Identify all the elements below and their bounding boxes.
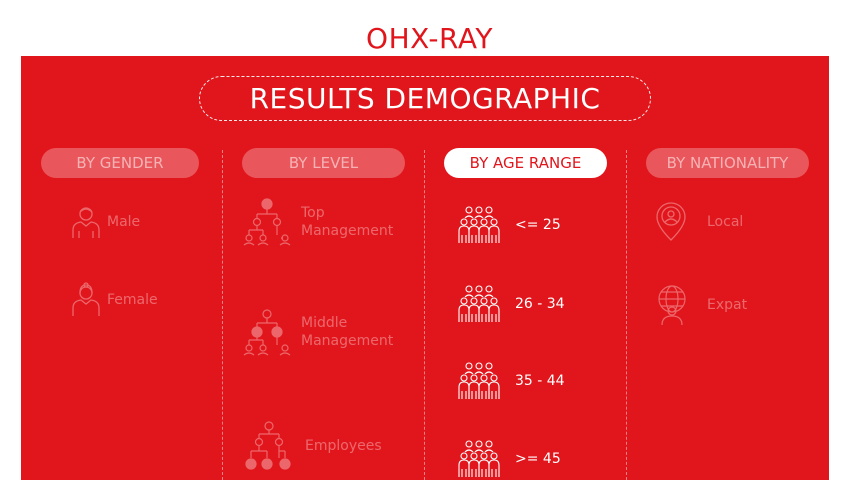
level-item-employees[interactable]: Employees xyxy=(243,420,405,472)
age-range-label: 26 - 34 xyxy=(515,296,565,312)
level-item-middle-management[interactable]: Middle Management xyxy=(243,308,401,356)
demographic-panel: RESULTS DEMOGRAPHIC BY GENDER BY LEVEL B… xyxy=(21,56,829,480)
age-item-4[interactable]: >= 45 xyxy=(457,440,561,478)
gender-item-female[interactable]: Female xyxy=(69,282,158,318)
nationality-item-expat[interactable]: Expat xyxy=(653,284,747,326)
org-chart-top-icon xyxy=(243,198,291,246)
people-group-icon xyxy=(458,440,500,477)
column-divider xyxy=(222,150,223,480)
tab-by-gender[interactable]: BY GENDER xyxy=(41,148,199,178)
column-divider xyxy=(424,150,425,480)
results-title: RESULTS DEMOGRAPHIC xyxy=(249,82,601,115)
location-pin-person-icon xyxy=(656,202,686,241)
level-label-line2: Management xyxy=(301,223,394,239)
results-title-frame: RESULTS DEMOGRAPHIC xyxy=(199,76,651,121)
level-label: Top Management xyxy=(301,204,401,240)
level-label: Employees xyxy=(305,437,405,455)
age-range-label: >= 45 xyxy=(515,451,561,467)
age-range-label: <= 25 xyxy=(515,217,561,233)
globe-person-icon xyxy=(658,285,686,326)
age-range-label: 35 - 44 xyxy=(515,373,565,389)
gender-label: Female xyxy=(107,292,158,308)
tab-label: BY GENDER xyxy=(76,154,164,172)
gender-item-male[interactable]: Male xyxy=(69,204,140,240)
level-label-line1: Middle xyxy=(301,315,348,331)
nationality-label: Local xyxy=(707,214,744,230)
level-label-line1: Top xyxy=(301,205,325,221)
app-title: OHX-RAY xyxy=(366,22,493,55)
tab-by-age-range[interactable]: BY AGE RANGE xyxy=(444,148,607,178)
age-item-2[interactable]: 26 - 34 xyxy=(457,285,565,323)
column-divider xyxy=(626,150,627,480)
nationality-label: Expat xyxy=(707,297,748,313)
level-label: Middle Management xyxy=(301,314,401,350)
people-group-icon xyxy=(458,206,500,243)
tab-by-nationality[interactable]: BY NATIONALITY xyxy=(646,148,809,178)
org-chart-middle-icon xyxy=(243,309,291,356)
people-group-icon xyxy=(458,362,500,399)
male-person-icon xyxy=(72,207,100,238)
tab-label: BY LEVEL xyxy=(288,154,359,172)
gender-label: Male xyxy=(107,214,141,230)
age-item-3[interactable]: 35 - 44 xyxy=(457,362,565,400)
level-label-line1: Employees xyxy=(305,438,382,454)
female-person-icon xyxy=(72,282,100,316)
people-group-icon xyxy=(458,285,500,322)
tab-label: BY AGE RANGE xyxy=(469,154,582,172)
level-item-top-management[interactable]: Top Management xyxy=(243,198,401,246)
age-item-1[interactable]: <= 25 xyxy=(457,206,561,244)
level-label-line2: Management xyxy=(301,333,394,349)
tab-label: BY NATIONALITY xyxy=(666,154,789,172)
org-chart-employees-icon xyxy=(245,421,291,470)
nationality-item-local[interactable]: Local xyxy=(653,202,743,242)
tab-by-level[interactable]: BY LEVEL xyxy=(242,148,405,178)
